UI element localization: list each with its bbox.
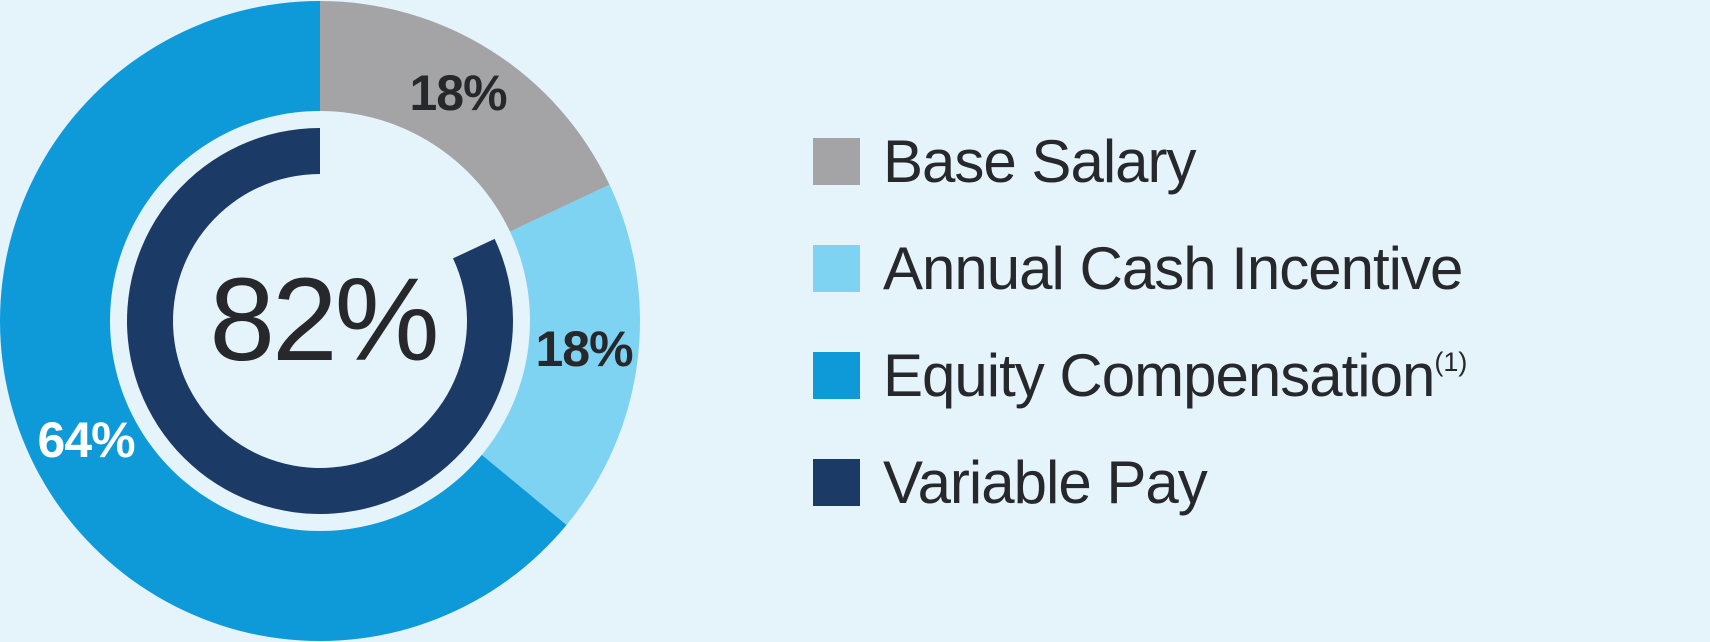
legend-label-equity-compensation: Equity Compensation(1) xyxy=(883,341,1468,409)
segment-label-base-salary: 18% xyxy=(409,65,507,121)
legend-superscript-1: (1) xyxy=(1434,347,1468,378)
segment-label-equity-compensation: 64% xyxy=(37,412,135,468)
segment-label-annual-cash-incentive: 18% xyxy=(535,321,633,377)
donut-segment-equity-compensation xyxy=(0,1,567,641)
donut-svg xyxy=(0,1,640,641)
legend-label-annual-cash-incentive: Annual Cash Incentive xyxy=(883,234,1463,302)
legend-label-variable-pay: Variable Pay xyxy=(883,448,1208,516)
donut-segment-annual-cash-incentive xyxy=(481,184,640,525)
legend-item-equity-compensation: Equity Compensation(1) xyxy=(813,345,1467,405)
donut-segment-base-salary xyxy=(320,1,610,232)
legend-swatch-equity-compensation xyxy=(813,352,860,399)
legend-label-base-salary: Base Salary xyxy=(883,127,1196,195)
legend-item-annual-cash-incentive: Annual Cash Incentive xyxy=(813,238,1467,298)
legend-swatch-base-salary xyxy=(813,138,860,185)
legend-item-variable-pay: Variable Pay xyxy=(813,452,1467,512)
compensation-donut-chart: 18% 18% 64% 82% xyxy=(0,0,660,642)
legend-swatch-annual-cash-incentive xyxy=(813,245,860,292)
legend-item-base-salary: Base Salary xyxy=(813,131,1467,191)
center-label-variable-pay-total: 82% xyxy=(209,254,439,386)
legend: Base Salary Annual Cash Incentive Equity… xyxy=(813,131,1467,566)
legend-swatch-variable-pay xyxy=(813,459,860,506)
